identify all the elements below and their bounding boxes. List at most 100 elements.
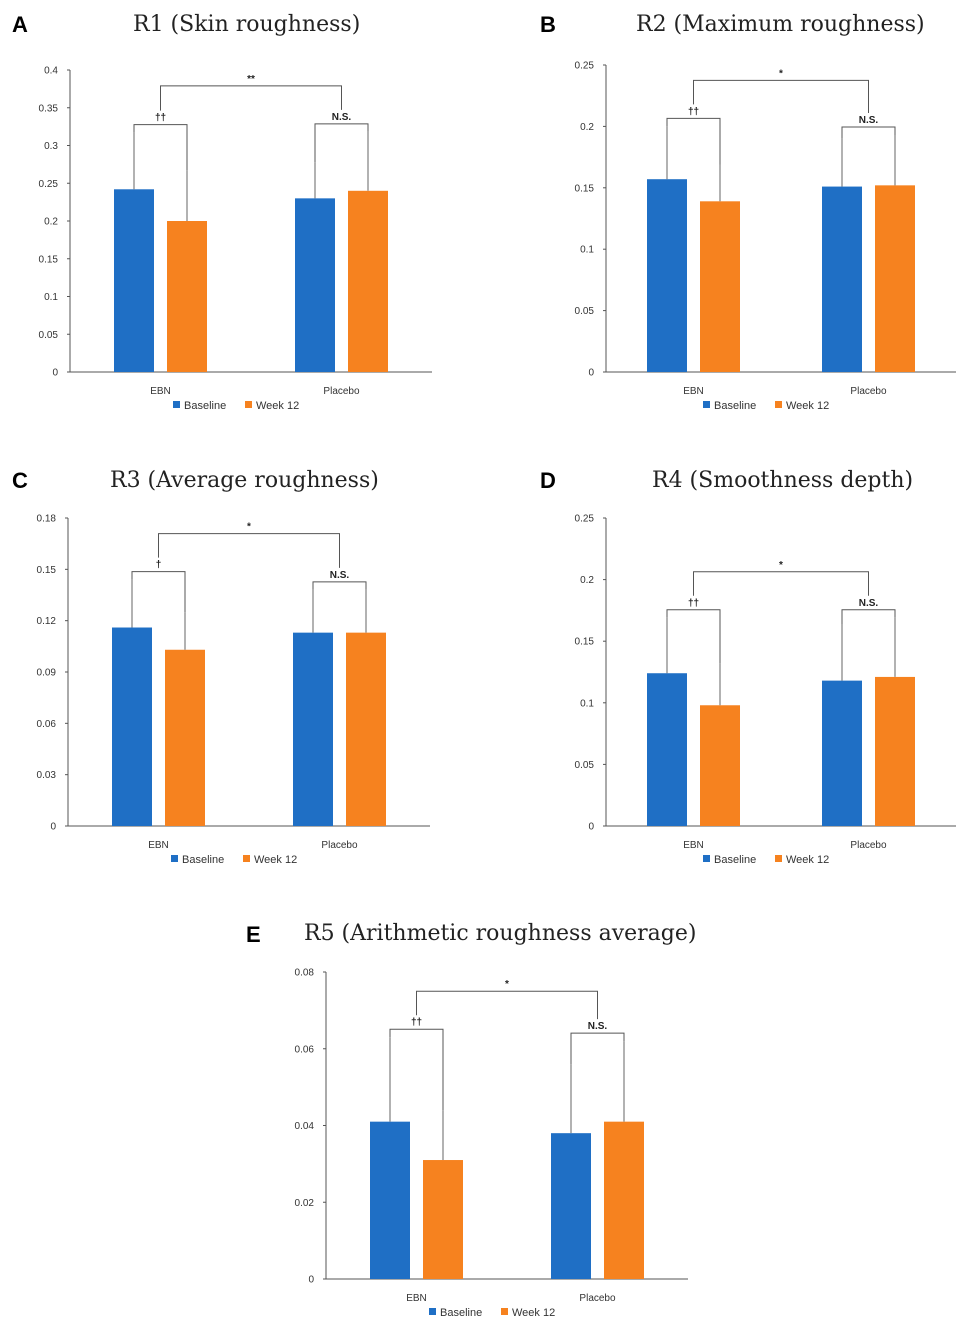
bar-placebo-week-12 (348, 190, 388, 372)
significance-bracket-placebo (841, 126, 896, 139)
y-tick-label: 0 (50, 822, 56, 833)
panel-letter-e: E (246, 922, 261, 947)
bar-ebn-week-12 (423, 1160, 463, 1279)
y-tick-label: 0.2 (580, 575, 594, 586)
legend-label-week-12: Week 12 (256, 400, 299, 412)
y-tick-label: 0.05 (575, 760, 595, 771)
legend-label-baseline: Baseline (714, 400, 756, 412)
y-tick-label: 0.03 (37, 770, 57, 781)
bar-placebo-baseline (822, 680, 862, 826)
bar-placebo-baseline (293, 632, 333, 826)
significance-label-between: * (779, 68, 783, 79)
significance-bracket-between (693, 571, 869, 596)
category-label-ebn: EBN (683, 386, 704, 397)
significance-label-between: ** (247, 74, 255, 85)
legend-label-week-12: Week 12 (512, 1307, 555, 1319)
panel-letter-b: B (540, 12, 556, 37)
panel-letter-d: D (540, 468, 556, 493)
bar-ebn-baseline (112, 627, 152, 826)
significance-label-ebn: †† (688, 106, 699, 117)
bar-ebn-baseline (114, 189, 154, 372)
significance-bracket-placebo (314, 123, 369, 163)
y-tick-label: 0 (52, 368, 58, 379)
bar-placebo-baseline (551, 1133, 591, 1279)
significance-bracket-between (693, 79, 869, 113)
legend-label-week-12: Week 12 (786, 400, 829, 412)
significance-label-ebn: †† (411, 1017, 422, 1028)
bar-placebo-week-12 (604, 1121, 644, 1279)
legend-swatch-week-12 (501, 1308, 508, 1315)
chart-title-d: R4 (Smoothness depth) (652, 468, 914, 493)
legend-swatch-week-12 (243, 855, 250, 862)
y-tick-label: 0 (588, 822, 594, 833)
y-tick-label: 0.15 (575, 637, 595, 648)
y-tick-label: 0.3 (44, 141, 58, 152)
significance-label-placebo: N.S. (330, 570, 350, 581)
legend-label-baseline: Baseline (184, 400, 226, 412)
bar-placebo-week-12 (875, 676, 915, 826)
y-tick-label: 0.02 (295, 1198, 315, 1209)
y-tick-label: 0 (588, 368, 594, 379)
category-label-placebo: Placebo (321, 840, 358, 851)
legend-swatch-week-12 (775, 855, 782, 862)
y-tick-label: 0.1 (580, 245, 594, 256)
legend-swatch-baseline (703, 401, 710, 408)
bar-ebn-week-12 (700, 201, 740, 372)
bar-placebo-week-12 (875, 185, 915, 372)
legend-swatch-week-12 (245, 401, 252, 408)
category-label-ebn: EBN (683, 840, 704, 851)
category-label-placebo: Placebo (579, 1293, 616, 1304)
bar-ebn-baseline (647, 673, 687, 826)
y-tick-label: 0.25 (575, 61, 595, 72)
y-tick-label: 0.1 (44, 292, 58, 303)
legend-swatch-week-12 (775, 401, 782, 408)
significance-bracket-between (160, 85, 342, 111)
legend-swatch-baseline (173, 401, 180, 408)
y-tick-label: 0.09 (37, 668, 57, 679)
legend-swatch-baseline (429, 1308, 436, 1315)
y-tick-label: 0.06 (295, 1044, 315, 1055)
chart-title-a: R1 (Skin roughness) (133, 12, 361, 37)
legend-label-week-12: Week 12 (254, 854, 297, 866)
significance-bracket-between (158, 533, 340, 568)
panel-letter-a: A (12, 12, 28, 37)
y-tick-label: 0.12 (37, 616, 57, 627)
y-tick-label: 0.08 (295, 968, 315, 979)
legend-label-baseline: Baseline (440, 1307, 482, 1319)
y-tick-label: 0.25 (575, 514, 595, 525)
category-label-ebn: EBN (148, 840, 169, 851)
bar-ebn-baseline (370, 1121, 410, 1279)
significance-label-placebo: N.S. (588, 1021, 608, 1032)
legend-label-baseline: Baseline (182, 854, 224, 866)
category-label-ebn: EBN (406, 1293, 427, 1304)
y-tick-label: 0.04 (295, 1121, 315, 1132)
significance-bracket-ebn (133, 124, 188, 171)
significance-label-placebo: N.S. (859, 598, 879, 609)
significance-label-placebo: N.S. (332, 112, 352, 123)
y-tick-label: 0.4 (44, 66, 58, 77)
chart-title-b: R2 (Maximum roughness) (636, 12, 925, 37)
y-tick-label: 0.35 (39, 103, 59, 114)
panel-letter-c: C (12, 468, 28, 493)
bar-ebn-week-12 (165, 649, 205, 826)
chart-title-c: R3 (Average roughness) (110, 468, 379, 493)
y-tick-label: 0.2 (44, 217, 58, 228)
category-label-placebo: Placebo (323, 386, 360, 397)
significance-bracket-placebo (570, 1032, 625, 1065)
y-tick-label: 0.25 (39, 179, 59, 190)
category-label-ebn: EBN (150, 386, 171, 397)
y-tick-label: 0.2 (580, 122, 594, 133)
significance-label-placebo: N.S. (859, 115, 879, 126)
y-tick-label: 0 (308, 1275, 314, 1286)
legend-label-baseline: Baseline (714, 854, 756, 866)
significance-bracket-between (416, 990, 598, 1020)
bar-ebn-week-12 (167, 221, 207, 372)
significance-bracket-ebn (131, 571, 186, 613)
significance-label-between: * (247, 522, 251, 533)
legend-swatch-baseline (171, 855, 178, 862)
bar-placebo-baseline (822, 186, 862, 372)
bar-placebo-week-12 (346, 632, 386, 826)
